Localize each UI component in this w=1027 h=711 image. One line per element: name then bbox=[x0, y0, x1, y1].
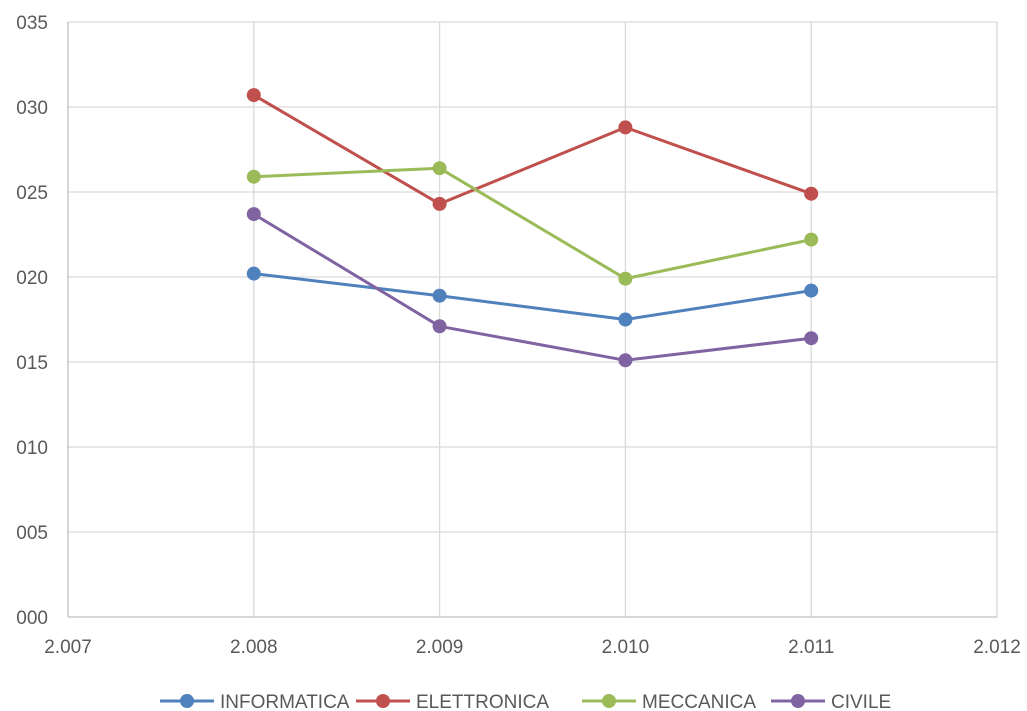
legend-label: ELETTRONICA bbox=[416, 692, 549, 711]
y-axis-ticks: 000 005 010 015 020 025 030 035 bbox=[16, 13, 48, 629]
legend-label: CIVILE bbox=[831, 692, 891, 711]
data-point bbox=[618, 120, 633, 135]
data-point bbox=[432, 196, 447, 211]
x-axis-ticks: 2.007 2.008 2.009 2.010 2.011 2.012 bbox=[44, 637, 1021, 658]
axes bbox=[67, 22, 997, 618]
data-point bbox=[246, 207, 261, 222]
series-meccanica bbox=[246, 161, 819, 286]
series-informatica bbox=[246, 266, 819, 327]
y-tick-label: 015 bbox=[16, 353, 48, 374]
series-line bbox=[253, 212, 812, 362]
data-point bbox=[804, 232, 819, 247]
legend-item-informatica: INFORMATICA bbox=[160, 692, 350, 711]
legend: INFORMATICA ELETTRONICA MECCANICA CIVILE bbox=[160, 692, 891, 711]
x-tick-label: 2.008 bbox=[230, 637, 278, 658]
series-line bbox=[253, 93, 812, 206]
y-tick-label: 005 bbox=[16, 523, 48, 544]
series-elettronica bbox=[246, 88, 819, 211]
series-civile bbox=[246, 207, 819, 368]
data-point bbox=[618, 271, 633, 286]
x-tick-label: 2.007 bbox=[44, 637, 92, 658]
data-point bbox=[804, 186, 819, 201]
data-point bbox=[432, 288, 447, 303]
legend-marker bbox=[180, 694, 194, 708]
legend-item-civile: CIVILE bbox=[771, 692, 891, 711]
y-tick-label: 035 bbox=[16, 13, 48, 34]
x-tick-label: 2.012 bbox=[973, 637, 1021, 658]
legend-item-elettronica: ELETTRONICA bbox=[356, 692, 549, 711]
legend-label: INFORMATICA bbox=[220, 692, 350, 711]
series-line bbox=[253, 166, 812, 281]
y-tick-label: 025 bbox=[16, 183, 48, 204]
data-point bbox=[246, 169, 261, 184]
series-group bbox=[246, 88, 819, 368]
series-line bbox=[253, 272, 812, 321]
x-tick-label: 2.011 bbox=[788, 637, 834, 658]
legend-label: MECCANICA bbox=[642, 692, 756, 711]
y-tick-label: 020 bbox=[16, 268, 48, 289]
x-tick-label: 2.010 bbox=[602, 637, 650, 658]
legend-marker bbox=[602, 694, 616, 708]
data-point bbox=[618, 353, 633, 368]
data-point bbox=[804, 331, 819, 346]
gridlines bbox=[68, 21, 998, 617]
data-point bbox=[246, 88, 261, 103]
data-point bbox=[432, 319, 447, 334]
y-tick-label: 030 bbox=[16, 98, 48, 119]
legend-marker bbox=[791, 694, 805, 708]
legend-item-meccanica: MECCANICA bbox=[582, 692, 756, 711]
legend-marker bbox=[376, 694, 390, 708]
x-tick-label: 2.009 bbox=[416, 637, 464, 658]
data-point bbox=[432, 161, 447, 176]
data-point bbox=[804, 283, 819, 298]
data-point bbox=[618, 312, 633, 327]
data-point bbox=[246, 266, 261, 281]
y-tick-label: 000 bbox=[16, 608, 48, 629]
y-tick-label: 010 bbox=[16, 438, 48, 459]
